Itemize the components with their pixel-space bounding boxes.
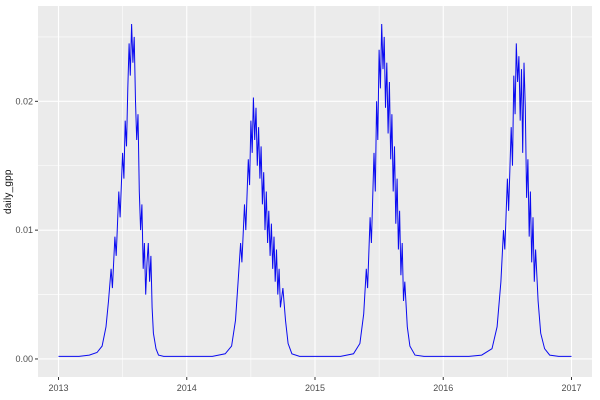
y-axis-title: daily_gpp xyxy=(3,169,14,214)
x-tick-label: 2015 xyxy=(305,383,325,393)
x-tick-label: 2017 xyxy=(561,383,581,393)
y-tick-label: 0.00 xyxy=(15,354,33,364)
data-line-daily_gpp xyxy=(58,23,572,357)
x-tick-label: 2016 xyxy=(433,383,453,393)
y-tick-label: 0.01 xyxy=(15,225,33,235)
x-tick-label: 2013 xyxy=(49,383,69,393)
x-tick-label: 2014 xyxy=(177,383,197,393)
y-tick-label: 0.02 xyxy=(15,96,33,106)
